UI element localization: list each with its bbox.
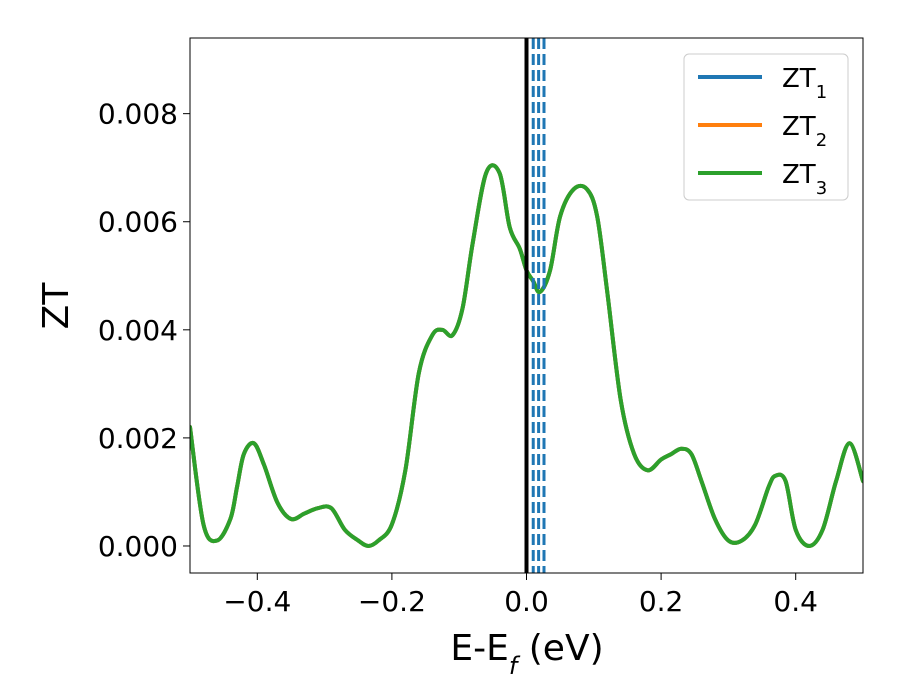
- plot-area: [190, 38, 863, 573]
- x-axis-title: E-Ef (eV): [450, 628, 603, 680]
- y-tick-label: 0.006: [98, 206, 178, 239]
- x-axis-ticks: −0.4 −0.2 0.0 0.2 0.4: [223, 573, 818, 618]
- x-tick-label: 0.2: [639, 585, 684, 618]
- plot-frame: [189, 37, 864, 574]
- y-axis-title: ZT: [36, 282, 77, 330]
- x-tick-label: −0.4: [223, 585, 291, 618]
- x-tick-label: −0.2: [358, 585, 426, 618]
- y-tick-label: 0.002: [98, 422, 178, 455]
- legend-label-zt1: ZT1: [782, 64, 827, 103]
- legend-label-zt2: ZT2: [782, 112, 827, 151]
- y-tick-label: 0.004: [98, 314, 178, 347]
- y-tick-label: 0.000: [98, 530, 178, 563]
- x-tick-label: 0.4: [773, 585, 818, 618]
- legend: ZT1 ZT2 ZT3: [683, 53, 849, 201]
- legend-frame: [683, 53, 849, 201]
- y-axis-ticks: 0.000 0.002 0.004 0.006 0.008: [98, 98, 190, 563]
- x-tick-label: 0.0: [504, 585, 549, 618]
- legend-label-zt3: ZT3: [782, 160, 827, 199]
- y-tick-label: 0.008: [98, 98, 178, 131]
